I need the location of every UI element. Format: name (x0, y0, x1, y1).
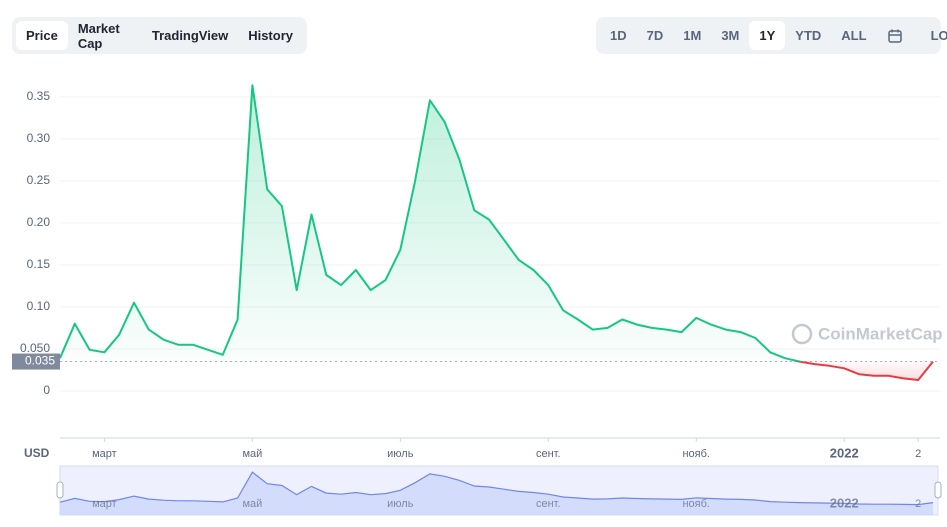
navigator-handle[interactable] (56, 481, 64, 499)
navigator-label: 2022 (830, 495, 859, 510)
watermark-logo (791, 323, 813, 345)
y-tick-label: 0.15 (27, 257, 51, 271)
calendar-button[interactable] (877, 21, 913, 51)
y-tick-label: 0.35 (27, 89, 51, 103)
price-line (59, 84, 934, 381)
y-tick-label: 0.050 (20, 341, 50, 355)
navigator-label: июль (387, 498, 414, 510)
navigator-label: май (242, 498, 262, 510)
tab[interactable]: TradingView (151, 28, 229, 43)
range-button[interactable]: ALL (841, 28, 867, 43)
navigator-line (59, 471, 934, 506)
range-button[interactable]: 3M (721, 28, 740, 43)
y-tick-label: 0.10 (27, 299, 51, 313)
x-tick-label: март (92, 448, 117, 460)
range-button[interactable]: 7D (646, 28, 664, 43)
x-tick-label: 2022 (830, 445, 859, 460)
navigator-label: 2 (915, 498, 921, 510)
range-button[interactable]: YTD (795, 28, 822, 43)
navigator-area (60, 472, 933, 515)
y-tick-label: 0 (43, 383, 50, 397)
price-label: 0.035 (25, 354, 55, 368)
log-button[interactable]: LOG (930, 28, 947, 43)
area-above (60, 85, 800, 362)
x-tick-label: сент. (536, 448, 561, 460)
x-tick-label: нояб. (682, 448, 710, 460)
price-label-box (12, 353, 60, 370)
navigator-label: сент. (536, 498, 561, 510)
tab[interactable]: History (248, 28, 293, 43)
y-tick-label: 0.20 (27, 215, 51, 229)
navigator-handle[interactable] (934, 481, 942, 499)
tab[interactable]: Market Cap (77, 20, 120, 51)
x-tick-label: 2 (915, 448, 921, 460)
y-tick-label: 0.25 (27, 173, 51, 187)
watermark-text: CoinMarketCap (818, 324, 943, 343)
tab-bar: Price Market Cap TradingView History (12, 17, 307, 54)
tab[interactable]: Price (16, 21, 68, 50)
range-button[interactable]: 1D (610, 28, 627, 43)
watermark: CoinMarketCap (791, 323, 943, 345)
x-tick-label: май (242, 448, 262, 460)
range-button[interactable]: 1M (683, 28, 702, 43)
x-tick-label: июль (387, 448, 414, 460)
range-bar: 1D 7D 1M 3M 1Y YTD ALL LOG (596, 17, 947, 54)
y-tick-label: 0.30 (27, 131, 51, 145)
area-below (60, 361, 933, 380)
range-button[interactable]: 1Y (749, 21, 786, 50)
calendar-icon (887, 29, 902, 43)
navigator-label: март (92, 498, 117, 510)
currency-label: USD (24, 446, 50, 460)
navigator-label: нояб. (682, 498, 710, 510)
